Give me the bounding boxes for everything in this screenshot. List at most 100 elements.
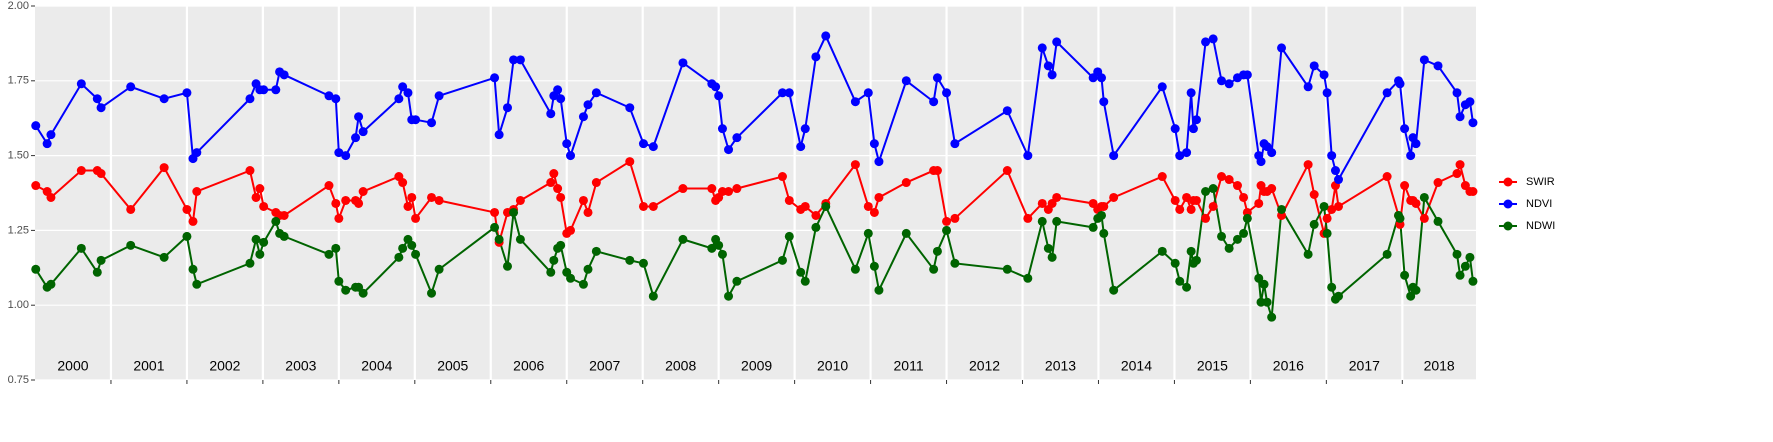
point (1186, 88, 1196, 98)
point (1002, 264, 1012, 274)
point (490, 222, 500, 232)
point (1208, 201, 1218, 211)
point (1109, 192, 1119, 202)
y-tick-label: 2.00 (8, 0, 29, 12)
year-label: 2009 (741, 358, 772, 374)
point (1239, 228, 1249, 238)
year-label: 2010 (817, 358, 848, 374)
point (714, 240, 724, 250)
point (566, 225, 576, 235)
point (1455, 270, 1465, 280)
point (678, 58, 688, 68)
point (403, 201, 413, 211)
point (331, 243, 341, 253)
point (1309, 61, 1319, 71)
point (784, 88, 794, 98)
point (1460, 261, 1470, 271)
point (494, 130, 504, 140)
point (777, 255, 787, 265)
point (434, 264, 444, 274)
legend-point (1503, 199, 1513, 209)
point (1191, 115, 1201, 125)
point (1334, 201, 1344, 211)
point (1047, 70, 1057, 80)
point (678, 184, 688, 194)
point (591, 178, 601, 188)
point (784, 231, 794, 241)
point (1382, 249, 1392, 259)
point (1186, 204, 1196, 214)
point (1455, 160, 1465, 170)
point (182, 231, 192, 241)
year-label: 2013 (1045, 358, 1076, 374)
point (1109, 285, 1119, 295)
point (796, 142, 806, 152)
point (279, 231, 289, 241)
point (1327, 204, 1337, 214)
point (1327, 282, 1337, 292)
point (1208, 34, 1218, 44)
point (1043, 243, 1053, 253)
point (929, 264, 939, 274)
point (245, 166, 255, 176)
point (92, 267, 102, 277)
point (1259, 279, 1269, 289)
point (796, 267, 806, 277)
point (96, 255, 106, 265)
year-label: 2017 (1349, 358, 1380, 374)
point (192, 148, 202, 158)
point (850, 97, 860, 107)
year-label: 2004 (361, 358, 392, 374)
point (1254, 198, 1264, 208)
y-tick-label: 0.75 (8, 374, 29, 386)
point (678, 234, 688, 244)
point (259, 85, 269, 95)
point (434, 91, 444, 101)
point (546, 109, 556, 119)
point (1099, 228, 1109, 238)
point (259, 201, 269, 211)
legend-point (1503, 177, 1513, 187)
point (509, 55, 519, 65)
point (1452, 169, 1462, 179)
point (707, 243, 717, 253)
point (1099, 97, 1109, 107)
year-label: 2018 (1424, 358, 1455, 374)
point (1256, 157, 1266, 167)
point (1002, 106, 1012, 116)
point (1468, 276, 1478, 286)
point (1309, 189, 1319, 199)
point (1157, 82, 1167, 92)
point (1277, 43, 1287, 53)
point (1411, 139, 1421, 149)
point (1037, 43, 1047, 53)
point (932, 246, 942, 256)
point (1419, 213, 1429, 223)
point (398, 243, 408, 253)
point (1382, 88, 1392, 98)
point (159, 94, 169, 104)
point (556, 240, 566, 250)
point (407, 240, 417, 250)
point (192, 279, 202, 289)
point (502, 103, 512, 113)
point (1382, 172, 1392, 182)
point (638, 258, 648, 268)
point (732, 184, 742, 194)
point (1411, 285, 1421, 295)
year-label: 2001 (133, 358, 164, 374)
point (1191, 255, 1201, 265)
point (625, 255, 635, 265)
point (46, 279, 56, 289)
point (407, 192, 417, 202)
point (1002, 166, 1012, 176)
point (1309, 219, 1319, 229)
point (490, 207, 500, 217)
point (1191, 195, 1201, 205)
point (1224, 243, 1234, 253)
point (76, 243, 86, 253)
point (932, 166, 942, 176)
point (638, 139, 648, 149)
y-tick-label: 1.00 (8, 299, 29, 311)
